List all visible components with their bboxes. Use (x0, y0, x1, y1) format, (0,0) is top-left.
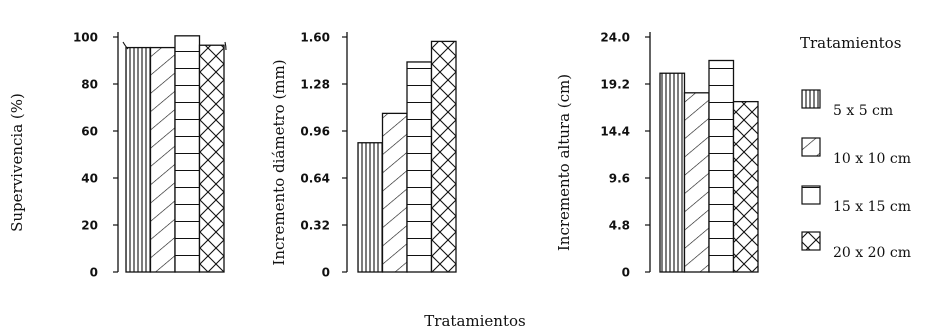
y-tick-label: 19.2 (600, 78, 630, 92)
legend: Tratamientos 5 x 5 cm 10 x 10 cm 15 x 15 c… (800, 34, 911, 261)
y-tick-label: 0.96 (300, 125, 330, 139)
bar-crosshatch (198, 44, 225, 273)
y-tick-label: 0 (622, 266, 630, 280)
bar-horizontal (174, 35, 201, 273)
y-tick-label: 24.0 (600, 31, 630, 45)
bar-horizontal (708, 59, 735, 273)
y-axis-title: Supervivencia (%) (8, 93, 26, 232)
legend-label: 5 x 5 cm (833, 103, 893, 119)
y-tick-label: 4.8 (609, 219, 630, 233)
y-tick-label: 20 (81, 219, 98, 233)
y-tick-label: 9.6 (609, 172, 630, 186)
y-tick-label: 1.28 (300, 78, 330, 92)
y-axis-title: Incremento diámetro (mm) (270, 59, 288, 265)
bar-horizontal (406, 61, 433, 273)
scan-mark (122, 41, 227, 51)
y-tick-label: 14.4 (600, 125, 630, 139)
legend-label: 20 x 20 cm (833, 245, 911, 261)
height-increment-chart: 0 4.8 9.6 14.4 19.2 24.0 Incremento altura (cm… (555, 31, 759, 280)
y-tick-label: 1.60 (300, 31, 330, 45)
y-tick-label: 0 (322, 266, 330, 280)
bar-diagonal (381, 112, 408, 273)
y-tick-label: 60 (81, 125, 98, 139)
x-axis-title: Tratamientos (424, 312, 525, 330)
y-tick-label: 100 (73, 31, 98, 45)
bar-crosshatch (732, 100, 759, 273)
bar-vertical (125, 46, 152, 273)
legend-swatch-diagonal (801, 137, 821, 157)
y-tick-label: 0.64 (300, 172, 330, 186)
y-tick-label: 80 (81, 78, 98, 92)
legend-swatch-crosshatch (801, 231, 821, 251)
bar-diagonal (149, 46, 176, 273)
legend-label: 10 x 10 cm (833, 151, 911, 167)
y-tick-label: 0 (90, 266, 98, 280)
legend-swatch-vertical (801, 89, 821, 109)
bar-vertical (357, 142, 384, 273)
y-axis-title: Incremento altura (cm) (555, 74, 573, 251)
y-tick-label: 0.32 (300, 219, 330, 233)
legend-label: 15 x 15 cm (833, 199, 911, 215)
y-tick-label: 40 (81, 172, 98, 186)
survival-chart: 0 20 40 60 80 100 Supervivencia (%) (8, 31, 227, 280)
legend-title: Tratamientos (800, 34, 901, 52)
bar-vertical (659, 72, 686, 273)
legend-swatch-horizontal (801, 185, 821, 205)
bar-crosshatch (430, 40, 457, 273)
bar-diagonal (683, 92, 710, 273)
diameter-increment-chart: 0 0.32 0.64 0.96 1.28 1.60 Incremento diámetro… (270, 31, 457, 280)
